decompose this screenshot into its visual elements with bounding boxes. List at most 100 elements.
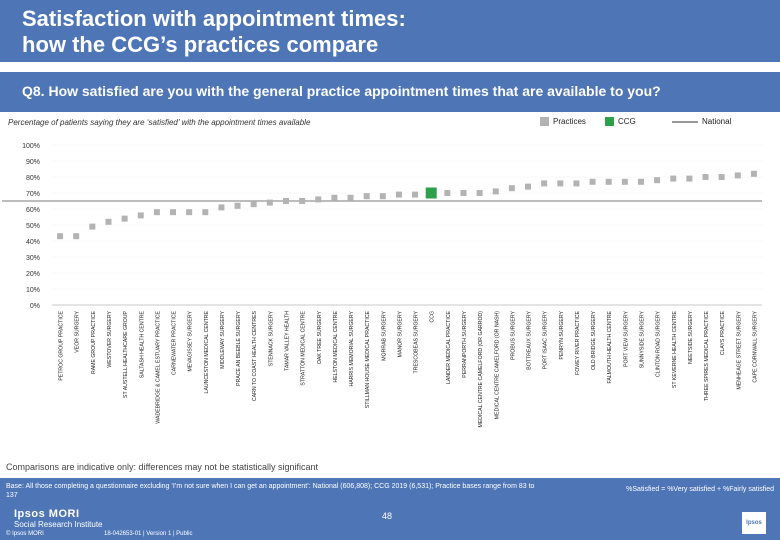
y-tick-label: 30%: [26, 255, 40, 262]
practice-point: [57, 233, 64, 240]
practice-point: [331, 194, 338, 201]
x-tick-label: SALTASH HEALTH CENTRE: [139, 310, 145, 378]
practice-swatch: [540, 117, 549, 126]
practice-point: [218, 204, 225, 211]
y-tick-label: 70%: [26, 191, 40, 198]
practice-point: [363, 193, 370, 200]
legend-national-label: National: [702, 117, 732, 126]
practice-point: [573, 180, 580, 187]
x-tick-label: STRATTON MEDICAL CENTRE: [301, 310, 307, 385]
practice-point: [347, 194, 354, 201]
practice-point: [234, 202, 241, 209]
page-number: 48: [382, 511, 393, 521]
x-tick-label: CCG: [430, 311, 436, 323]
x-tick-label: MIDDLEWAY SURGERY: [220, 310, 226, 368]
practice-point: [395, 191, 402, 198]
y-tick-label: 80%: [26, 175, 40, 182]
practice-point: [170, 209, 177, 216]
practice-point: [73, 233, 80, 240]
practice-point: [379, 193, 386, 200]
chart-subtitle: Percentage of patients saying they are ‘…: [8, 118, 311, 127]
x-tick-label: RAME GROUP PRACTICE: [91, 310, 97, 374]
institute-name: Social Research Institute: [14, 520, 103, 529]
x-tick-label: PETROC GROUP PRACTICE: [59, 310, 65, 380]
reference: 18-042653-01 | Version 1 | Public: [104, 531, 193, 537]
x-tick-label: SUNNYSIDE SURGERY: [639, 310, 645, 368]
practice-point: [621, 178, 628, 185]
x-tick-label: CARNEWATER PRACTICE: [172, 310, 178, 375]
practice-point: [121, 215, 128, 222]
x-tick-label: PORT VIEW SURGERY: [623, 310, 629, 366]
practice-point: [718, 174, 725, 180]
practice-point: [750, 170, 757, 177]
x-tick-label: MEDICAL CENTRE CAMELFORD (OR GARROD): [478, 311, 484, 428]
practice-point: [492, 188, 499, 195]
question-banner: Q8. How satisfied are you with the gener…: [0, 72, 780, 112]
ccg-swatch: [605, 117, 614, 126]
copyright: © Ipsos MORI: [6, 531, 44, 537]
x-tick-label: CLINTON ROAD SURGERY: [656, 310, 662, 377]
x-tick-label: CLAYS PRACTICE: [720, 310, 726, 355]
x-tick-label: PROBUS SURGERY: [510, 310, 516, 359]
y-tick-label: 100%: [22, 143, 40, 150]
x-tick-label: STENNACK SURGERY: [268, 310, 274, 366]
page-title: Satisfaction with appointment times: how…: [22, 6, 406, 57]
practice-point: [315, 196, 322, 203]
practice-point: [412, 191, 419, 198]
legend-practices-label: Practices: [553, 117, 586, 126]
ipsos-badge: Ipsos: [742, 512, 766, 534]
chart: 0% 10% 20% 30% 40% 50% 60% 70% 80% 90% 100% PETROC …: [2, 143, 762, 428]
x-tick-label: BOTTREAUX SURGERY: [527, 310, 533, 369]
legend-national: National: [672, 117, 731, 126]
national-line-swatch: [672, 120, 698, 123]
practice-point: [137, 212, 144, 219]
x-tick-label: ST AUSTELL HEALTHCARE GROUP: [123, 310, 129, 397]
x-tick-label: NEETSIDE SURGERY: [688, 310, 694, 363]
x-tick-label: OAK TREE SURGERY: [317, 310, 323, 364]
practice-point: [686, 175, 693, 182]
x-tick-label: TAMAR VALLEY HEALTH: [284, 311, 290, 371]
significance-note: Comparisons are indicative only: differe…: [6, 462, 318, 472]
x-tick-label: LAUNCESTON MEDICAL CENTRE: [204, 310, 210, 393]
x-tick-label: FOWEY RIVER PRACTICE: [575, 310, 581, 374]
x-tick-label: MENHEAGE STREET SURGERY: [736, 310, 742, 389]
practice-point: [654, 177, 661, 184]
practice-point: [734, 172, 741, 179]
y-tick-label: 60%: [26, 207, 40, 214]
x-tick-label: HARRIS MEMORIAL SURGERY: [349, 310, 355, 386]
y-tick-label: 90%: [26, 159, 40, 166]
x-tick-label: THREE SPIRES MEDICAL PRACTICE: [704, 310, 710, 401]
practice-point: [508, 185, 515, 192]
legend-practices: Practices: [540, 117, 586, 126]
practice-point: [444, 190, 451, 196]
ipsos-mori-logo: Ipsos MORI: [14, 508, 80, 520]
practice-point: [202, 209, 209, 216]
ccg-point: [425, 187, 437, 199]
practice-point: [299, 198, 306, 204]
x-tick-label: PENRYN SURGERY: [559, 310, 565, 359]
x-tick-label: CARN TO COAST HEALTH CENTRES: [252, 310, 258, 401]
practice-point: [186, 209, 193, 216]
practice-point: [460, 190, 467, 196]
x-tick-label: WADEBRIDGE & CAMEL ESTUARY PRACTICE: [155, 310, 161, 423]
x-tick-label: TRESCOBEAS SURGERY: [414, 310, 420, 373]
practice-point: [282, 198, 289, 204]
practice-point: [557, 180, 564, 187]
x-tick-label: PRACE AN BEEBLE SURGERY: [236, 310, 242, 385]
x-tick-label: MORRAB SURGERY: [381, 310, 387, 360]
practice-point: [525, 183, 532, 190]
footer: Base: All those completing a questionnai…: [0, 478, 780, 540]
x-tick-label: FALMOUTH HEALTH CENTRE: [607, 310, 613, 383]
practice-point: [105, 218, 112, 225]
practice-point: [250, 201, 257, 208]
legend-ccg: CCG: [605, 117, 636, 126]
practice-point: [670, 175, 677, 182]
x-tick-label: LANDER MEDICAL PRACTICE: [446, 310, 452, 384]
practice-point: [476, 190, 483, 196]
practice-point: [589, 178, 596, 185]
base-note: Base: All those completing a questionnai…: [6, 483, 535, 499]
y-tick-label: 50%: [26, 223, 40, 230]
y-tick-label: 20%: [26, 271, 40, 278]
y-tick-label: 0%: [30, 303, 40, 310]
practice-point: [541, 180, 548, 187]
